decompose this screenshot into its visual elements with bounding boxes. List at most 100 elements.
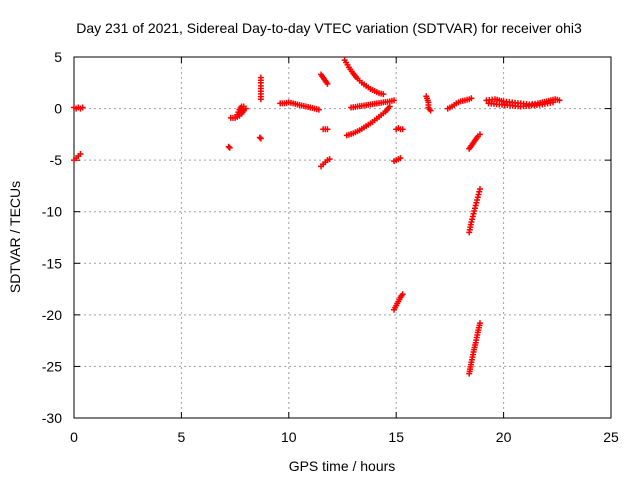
- data-point-fill: [287, 99, 294, 106]
- y-tick-label: -15: [42, 255, 62, 271]
- data-point-fill: [493, 101, 500, 108]
- series-arc-j: [318, 156, 333, 170]
- data-point-fill: [388, 97, 395, 104]
- data-point-fill: [451, 101, 458, 108]
- data-point-fill: [300, 102, 307, 109]
- series-arc-f: [256, 134, 264, 142]
- data-point: [79, 104, 86, 111]
- data-point-fill: [296, 101, 303, 108]
- points-layer: [71, 57, 563, 377]
- plot-frame: [73, 56, 612, 419]
- data-point-fill: [385, 105, 392, 112]
- data-point-fill: [476, 188, 483, 195]
- data-point-fill: [344, 61, 351, 68]
- series-arc-r: [444, 95, 475, 112]
- x-tick-label: 0: [70, 429, 78, 445]
- series-arc-n: [391, 155, 404, 165]
- data-point-fill: [353, 73, 360, 80]
- data-point-fill: [547, 99, 554, 106]
- data-point-fill: [455, 99, 462, 106]
- data-point-fill: [236, 110, 243, 117]
- data-point-fill: [235, 109, 242, 116]
- y-tick-label: 0: [54, 101, 62, 117]
- series-arc-e: [257, 74, 264, 103]
- data-point-fill: [367, 120, 374, 127]
- data-point-fill: [474, 197, 481, 204]
- data-point-fill: [378, 90, 385, 97]
- x-axis-label: GPS time / hours: [289, 458, 396, 474]
- data-point-fill: [525, 102, 532, 109]
- data-point-fill: [257, 93, 264, 100]
- data-point: [257, 135, 264, 142]
- x-tick-label: 15: [388, 429, 404, 445]
- data-point: [476, 131, 483, 138]
- data-point-fill: [469, 141, 476, 148]
- series-arc-u: [466, 320, 483, 377]
- y-tick-label: -10: [42, 204, 62, 220]
- data-point: [468, 95, 475, 102]
- data-point-fill: [536, 101, 543, 108]
- data-point-fill: [467, 361, 474, 368]
- data-point-fill: [464, 96, 471, 103]
- y-tick-label: -5: [50, 152, 63, 168]
- series-arc-o: [393, 125, 406, 133]
- series-arc-a: [71, 150, 84, 164]
- data-point-fill: [292, 100, 299, 107]
- data-point-fill: [426, 106, 433, 113]
- data-point-fill: [365, 84, 372, 91]
- series-arc-c: [225, 143, 233, 151]
- data-point-fill: [472, 342, 479, 349]
- data-point-fill: [229, 114, 236, 121]
- data-point-fill: [239, 106, 246, 113]
- series-arc-t: [466, 186, 483, 236]
- data-point-fill: [467, 221, 474, 228]
- y-tick-label: 5: [54, 49, 62, 65]
- series-arc-q: [423, 93, 434, 114]
- data-point: [226, 144, 233, 151]
- grid-layer: [74, 57, 611, 418]
- y-tick-label: -25: [42, 358, 62, 374]
- data-point-fill: [396, 296, 403, 303]
- x-tick-label: 5: [178, 429, 186, 445]
- data-point-fill: [471, 138, 478, 145]
- ticks-layer: 0 5 10 15 20 25 5 0 -5 -10 -15 -20 -25 -30: [42, 49, 619, 445]
- series-arc-p: [391, 291, 406, 313]
- data-point-fill: [384, 98, 391, 105]
- data-point: [326, 156, 333, 163]
- data-point-fill: [257, 77, 264, 84]
- series-arc-h: [318, 71, 331, 87]
- data-point-fill: [348, 131, 355, 138]
- data-point-fill: [467, 144, 474, 151]
- data-point-fill: [474, 331, 481, 338]
- data-point-fill: [360, 124, 367, 131]
- data-point-fill: [234, 113, 241, 120]
- data-point: [399, 126, 406, 133]
- chart-title: Day 231 of 2021, Sidereal Day-to-day VTE…: [76, 20, 582, 36]
- data-point: [77, 150, 84, 157]
- data-point-fill: [309, 105, 316, 112]
- series-arc-s: [466, 131, 483, 152]
- series-arc-w: [485, 99, 557, 110]
- data-point-fill: [369, 87, 376, 94]
- data-point-fill: [319, 73, 326, 80]
- x-tick-label: 25: [603, 429, 619, 445]
- series-arc-b: [71, 104, 86, 112]
- data-point-fill: [446, 104, 453, 111]
- y-axis-label: SDTVAR / TECUs: [7, 181, 23, 293]
- data-point-fill: [373, 89, 380, 96]
- series-arc-l: [348, 97, 398, 111]
- data-point-fill: [489, 96, 496, 103]
- data-point-fill: [504, 102, 511, 109]
- series-arc-g: [277, 99, 322, 113]
- data-point-fill: [360, 81, 367, 88]
- data-point-fill: [348, 68, 355, 75]
- data-point: [397, 155, 404, 162]
- data-point-fill: [305, 104, 312, 111]
- data-point: [324, 126, 331, 133]
- data-point-fill: [380, 110, 387, 117]
- data-point-fill: [473, 134, 480, 141]
- data-point-fill: [469, 351, 476, 358]
- data-point-fill: [425, 101, 432, 108]
- data-point-fill: [354, 128, 361, 135]
